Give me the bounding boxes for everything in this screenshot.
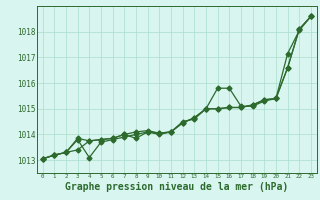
X-axis label: Graphe pression niveau de la mer (hPa): Graphe pression niveau de la mer (hPa) [65,182,288,192]
